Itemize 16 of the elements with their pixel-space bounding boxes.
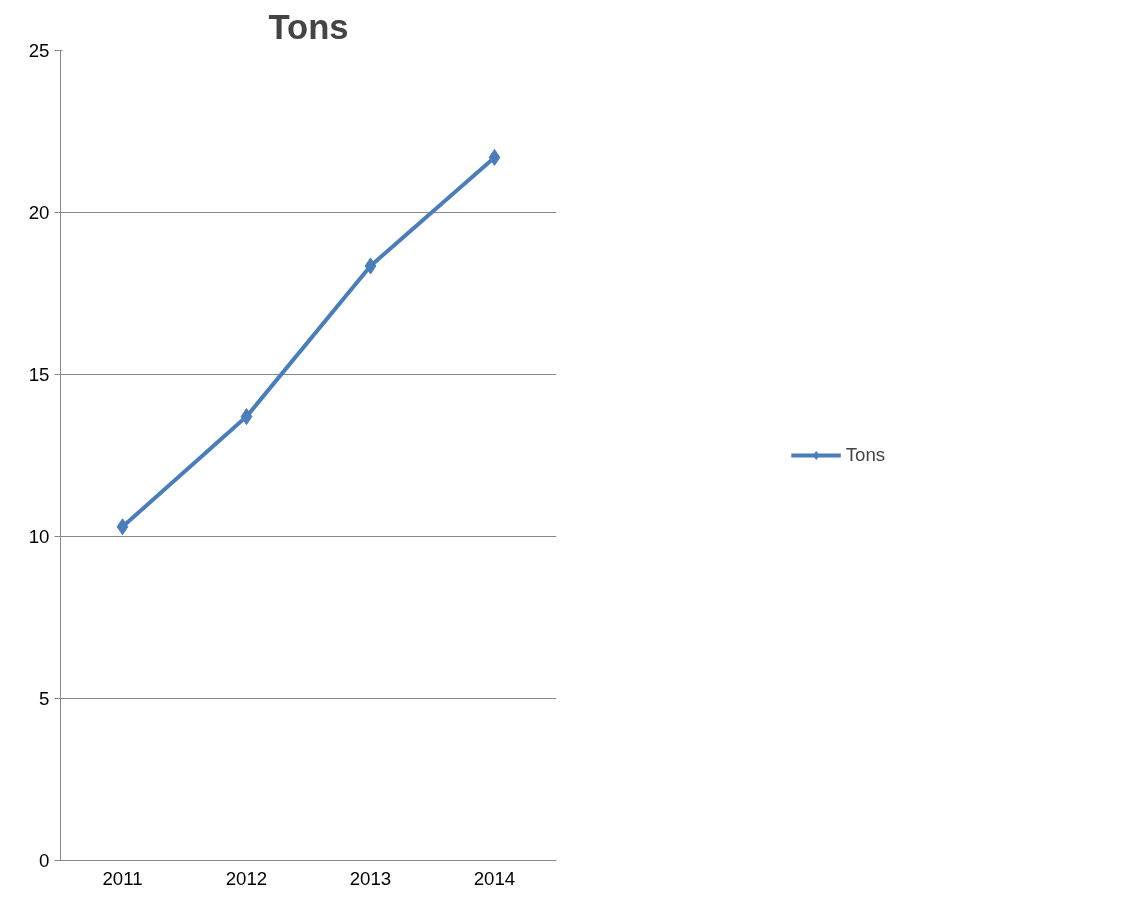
point <box>364 257 377 275</box>
x-tick-label: 2013 <box>349 867 392 889</box>
y-tick-label: 15 <box>28 364 50 385</box>
legend-label: Tons <box>845 444 886 466</box>
y-tick-label: 25 <box>28 40 50 61</box>
point <box>116 518 129 536</box>
point <box>240 408 253 426</box>
y-tick-label: 20 <box>28 202 50 223</box>
x-tick-label: 2011 <box>102 867 143 889</box>
point <box>488 148 501 166</box>
x-tick-label: 2014 <box>473 867 516 889</box>
y-tick-label: 10 <box>28 526 50 547</box>
y-tick-label: 0 <box>39 850 50 871</box>
chart-title: Tons <box>268 7 349 46</box>
y-tick-label: 5 <box>39 688 50 709</box>
x-tick-label: 2012 <box>225 867 268 889</box>
